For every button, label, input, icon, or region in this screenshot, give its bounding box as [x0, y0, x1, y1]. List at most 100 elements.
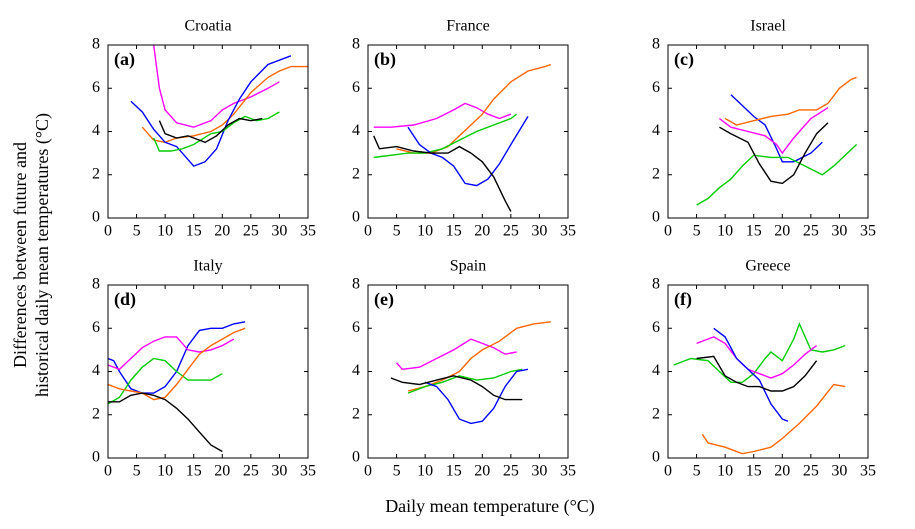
x-tick-label: 0	[664, 223, 672, 240]
series-line	[396, 338, 517, 371]
y-tick-label: 2	[352, 405, 360, 422]
panel-title: Croatia	[184, 18, 231, 35]
x-tick-label: 30	[531, 463, 547, 480]
series-line	[108, 392, 223, 453]
series-line	[108, 336, 235, 371]
series-line	[158, 117, 263, 144]
panel-title: France	[446, 18, 490, 35]
x-axis-label: Daily mean temperature (°C)	[385, 496, 595, 517]
plot-frame	[667, 44, 869, 219]
y-tick-label: 6	[652, 79, 660, 96]
y-tick-label: 0	[92, 449, 100, 466]
x-tick-label: 0	[664, 463, 672, 480]
y-tick-label: 6	[92, 319, 100, 336]
y-tick-label: 4	[652, 122, 660, 139]
series-line	[373, 135, 512, 212]
y-tick-label: 2	[92, 405, 100, 422]
y-tick-label: 6	[352, 319, 360, 336]
series-line	[701, 383, 846, 455]
y-axis-label: historical daily mean temperatures (°C)	[32, 113, 53, 397]
y-axis-label: Differences between future and	[10, 142, 30, 368]
x-tick-label: 5	[693, 223, 701, 240]
plot-area	[390, 321, 551, 425]
y-tick-label: 4	[92, 122, 100, 139]
y-tick-label: 0	[352, 449, 360, 466]
series-line	[673, 322, 846, 383]
plot-area	[130, 45, 308, 167]
x-tick-label: 20	[214, 223, 230, 240]
series-line	[396, 63, 552, 154]
plot-frame	[367, 44, 569, 219]
panel-label: (c)	[674, 49, 694, 70]
plot-area	[108, 321, 246, 453]
x-tick-label: 10	[157, 463, 173, 480]
y-tick-label: 8	[92, 36, 100, 53]
x-tick-label: 10	[417, 223, 433, 240]
x-tick-label: 25	[243, 223, 259, 240]
series-line	[407, 368, 523, 394]
panel-label: (b)	[374, 49, 396, 70]
y-tick-label: 8	[352, 276, 360, 293]
panel-title: Spain	[450, 258, 486, 275]
series-line	[108, 321, 246, 394]
y-tick-label: 8	[652, 276, 660, 293]
y-tick-label: 4	[352, 122, 360, 139]
x-tick-label: 10	[717, 463, 733, 480]
x-tick-label: 35	[860, 223, 876, 240]
x-tick-label: 35	[300, 463, 316, 480]
y-tick-label: 6	[652, 319, 660, 336]
series-line	[130, 55, 292, 167]
y-tick-label: 8	[352, 36, 360, 53]
x-tick-label: 20	[774, 223, 790, 240]
y-tick-label: 0	[652, 209, 660, 226]
x-tick-label: 0	[104, 463, 112, 480]
panel-title: Israel	[750, 18, 786, 35]
x-tick-label: 35	[560, 463, 576, 480]
series-line	[390, 375, 523, 401]
series-line	[696, 355, 818, 392]
x-tick-label: 5	[393, 463, 401, 480]
x-tick-label: 15	[186, 223, 202, 240]
series-line	[730, 94, 823, 163]
x-tick-label: 15	[746, 463, 762, 480]
x-tick-label: 15	[186, 463, 202, 480]
series-line	[718, 107, 829, 155]
y-tick-label: 2	[652, 405, 660, 422]
panel-label: (d)	[114, 289, 136, 310]
y-tick-label: 4	[92, 362, 100, 379]
y-tick-label: 0	[92, 209, 100, 226]
plot-frame	[667, 284, 869, 459]
x-tick-label: 5	[693, 463, 701, 480]
x-tick-label: 5	[393, 223, 401, 240]
x-tick-label: 20	[774, 463, 790, 480]
series-line	[696, 336, 818, 379]
x-tick-label: 0	[364, 223, 372, 240]
y-tick-label: 8	[92, 276, 100, 293]
panel-title: Greece	[745, 258, 790, 275]
series-line	[424, 368, 529, 425]
plot-frame	[107, 284, 309, 459]
series-line	[373, 102, 512, 128]
x-tick-label: 20	[214, 463, 230, 480]
series-line	[407, 116, 529, 187]
series-line	[713, 327, 789, 422]
series-line	[108, 357, 223, 405]
y-tick-label: 0	[652, 449, 660, 466]
series-line	[141, 65, 308, 144]
plot-frame	[367, 284, 569, 459]
x-tick-label: 0	[104, 223, 112, 240]
y-tick-label: 6	[92, 79, 100, 96]
panel-label: (a)	[114, 49, 135, 70]
plot-area	[673, 322, 846, 455]
plot-area	[696, 76, 858, 206]
x-tick-label: 10	[717, 223, 733, 240]
x-tick-label: 35	[560, 223, 576, 240]
x-tick-label: 35	[860, 463, 876, 480]
x-tick-label: 25	[803, 463, 819, 480]
y-tick-label: 2	[92, 165, 100, 182]
plot-area	[373, 63, 552, 212]
series-line	[696, 143, 858, 206]
series-line	[108, 327, 246, 401]
plot-frame	[107, 44, 309, 219]
